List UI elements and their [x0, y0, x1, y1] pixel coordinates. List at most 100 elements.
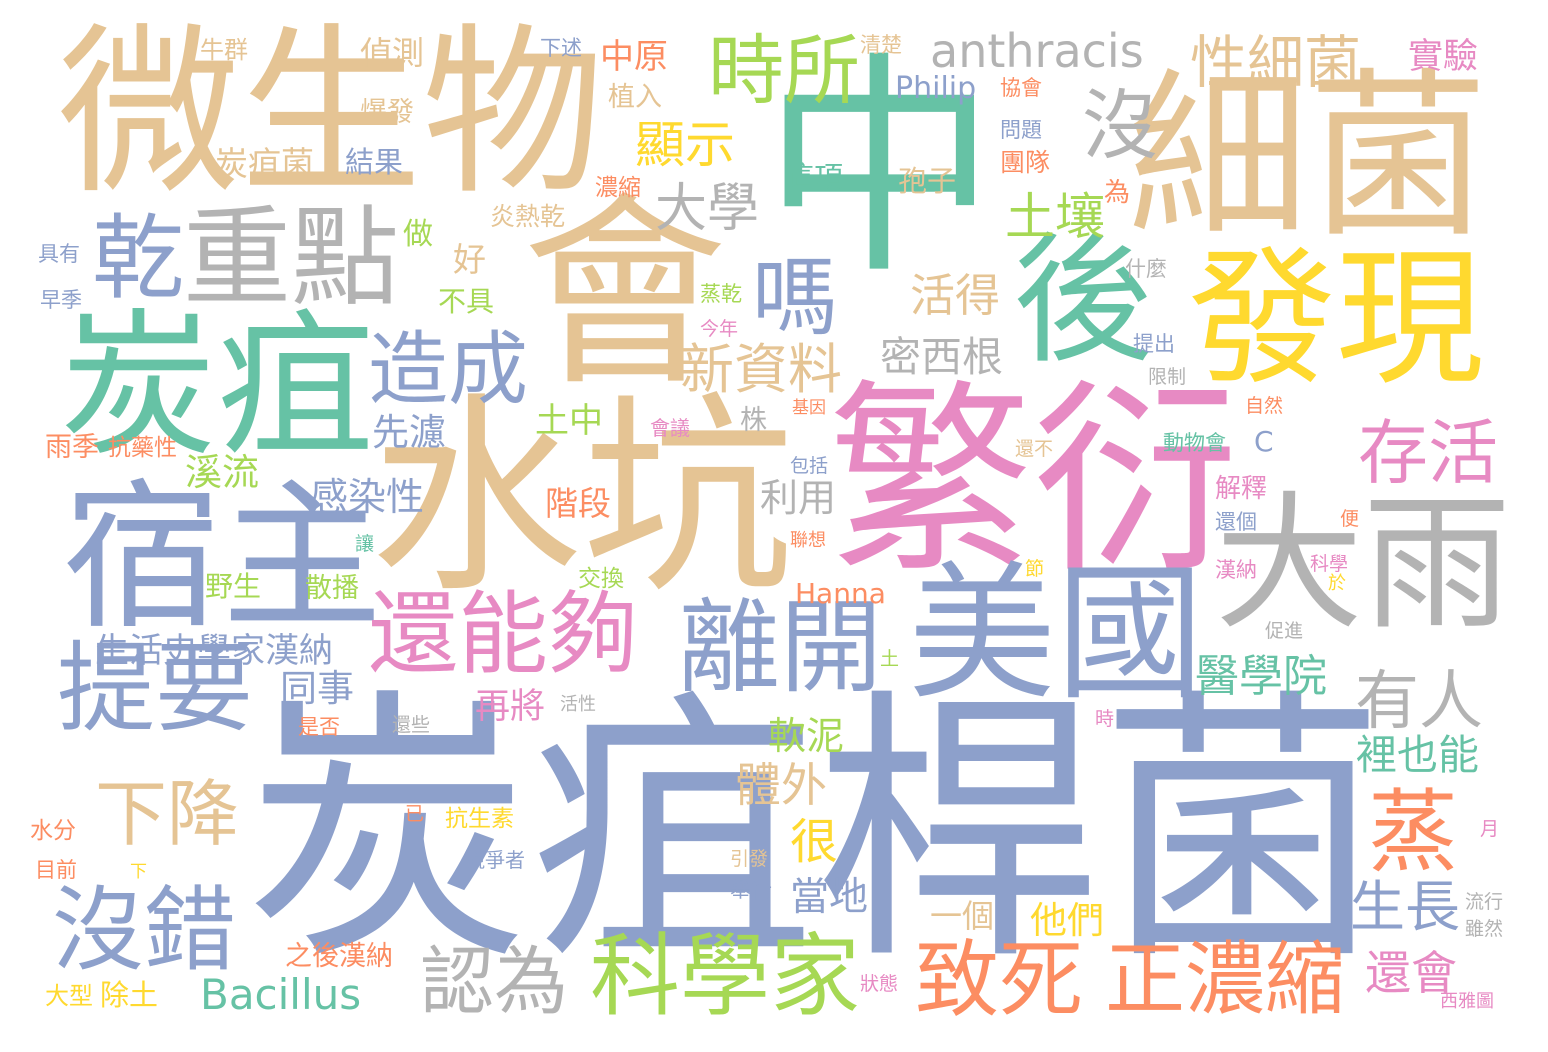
cloud-word: 株 — [740, 405, 767, 436]
cloud-word: 還能夠 — [368, 582, 638, 687]
cloud-word: 體外 — [735, 758, 827, 812]
cloud-word: 致死 — [915, 931, 1084, 1029]
cloud-word: 於 — [1328, 573, 1346, 594]
cloud-word: 有人 — [1355, 665, 1483, 739]
cloud-word: 醫學院 — [1195, 651, 1327, 702]
cloud-word: 動物會 — [1163, 431, 1226, 455]
cloud-word: 性細菌 — [1190, 30, 1361, 96]
cloud-word: 包括 — [790, 455, 829, 477]
cloud-word: 問題 — [1000, 118, 1042, 142]
cloud-word: 後 — [1013, 220, 1154, 383]
cloud-word: Philip — [895, 71, 977, 106]
cloud-word: 階段 — [545, 484, 611, 523]
cloud-word: 認為 — [420, 939, 568, 1025]
cloud-word: 狀態 — [860, 973, 899, 995]
cloud-word: 再將 — [475, 687, 546, 727]
cloud-word: 為 — [1104, 178, 1131, 208]
cloud-word: 聯想 — [790, 530, 826, 551]
cloud-word: 清楚 — [860, 33, 902, 57]
cloud-word: 發現 — [1188, 233, 1484, 405]
cloud-word: 他們 — [1030, 899, 1104, 942]
cloud-word: 微生物 — [58, 7, 604, 219]
cloud-word: 時所 — [708, 26, 860, 115]
cloud-word: 嗎 — [752, 248, 838, 348]
cloud-word: 月 — [1480, 818, 1500, 840]
cloud-word: 自然 — [1245, 395, 1284, 417]
cloud-word: 造成 — [368, 323, 528, 416]
cloud-word: 結果 — [345, 145, 404, 179]
cloud-word: 便 — [1340, 508, 1360, 530]
cloud-word: 節 — [1025, 558, 1045, 580]
cloud-word: 團隊 — [1000, 148, 1051, 177]
cloud-word: 會 — [522, 176, 727, 414]
cloud-word: 解釋 — [1215, 474, 1268, 504]
cloud-word: 什麼 — [1125, 257, 1167, 281]
cloud-word: 還不 — [1015, 438, 1054, 460]
cloud-word: 濃縮 — [595, 175, 641, 201]
cloud-word: 今年 — [700, 318, 739, 340]
cloud-word: 讓 — [355, 533, 375, 555]
cloud-word: 生長 — [1350, 875, 1461, 939]
cloud-word: 當地 — [790, 875, 869, 920]
cloud-word: 目前 — [35, 858, 77, 882]
cloud-word: 蒸乾 — [700, 282, 742, 306]
cloud-word: 一個 — [930, 897, 995, 935]
cloud-word: 散播 — [305, 573, 359, 604]
cloud-word: 活性 — [560, 694, 596, 715]
cloud-word: 感染性 — [310, 475, 425, 519]
cloud-word: 炭疽菌 — [215, 144, 314, 183]
cloud-word: 科學家 — [590, 924, 860, 1029]
cloud-word: 很 — [790, 814, 839, 870]
cloud-word: 抗藥性 — [108, 435, 177, 461]
cloud-word: 偵測 — [360, 34, 425, 72]
cloud-word: 協會 — [1000, 76, 1042, 100]
cloud-word: 限制 — [1148, 366, 1187, 388]
cloud-word: 下述 — [540, 36, 582, 60]
cloud-word: 沒錯 — [52, 877, 237, 984]
cloud-word: 西雅圖 — [1440, 991, 1494, 1012]
cloud-word: 交換 — [578, 566, 624, 592]
cloud-word: 離開 — [678, 589, 882, 708]
cloud-word: 美國 — [908, 548, 1204, 720]
cloud-word: 先濾 — [372, 411, 446, 454]
cloud-word: 新資料 — [680, 338, 842, 401]
cloud-word: 乾 — [92, 205, 185, 312]
cloud-word: 競爭者 — [465, 848, 525, 872]
cloud-word: Hanna — [795, 577, 886, 610]
cloud-word: 還會 — [1365, 946, 1457, 1000]
cloud-word: 還個 — [1215, 510, 1257, 534]
cloud-word: 孢子 — [898, 164, 957, 198]
cloud-word: 具有 — [38, 242, 80, 266]
cloud-word: 提出 — [1133, 332, 1175, 356]
cloud-word: 是否 — [298, 715, 340, 739]
cloud-word: anthracis — [930, 24, 1144, 78]
cloud-word: 舉行 — [730, 878, 772, 902]
cloud-word: 基因 — [792, 398, 826, 418]
cloud-word: Bacillus — [200, 970, 362, 1019]
cloud-word: 早季 — [40, 288, 82, 312]
cloud-word: 利用 — [760, 476, 837, 520]
cloud-word: 土壤 — [1005, 188, 1105, 246]
cloud-word: 炎熱乾 — [490, 202, 566, 231]
cloud-word: 炭疽 — [60, 295, 375, 478]
cloud-word: 牛群 — [200, 36, 248, 64]
cloud-word: 已 — [405, 803, 425, 825]
cloud-word: 引發 — [730, 848, 769, 870]
cloud-word: 繁衍 — [828, 363, 1238, 601]
cloud-word: 顯示 — [635, 116, 735, 174]
cloud-word: 之後漢納 — [285, 941, 393, 972]
cloud-word: 細菌 — [1128, 53, 1489, 262]
cloud-word: 炭疽桿菌 — [245, 666, 1385, 998]
cloud-word: 水分 — [30, 818, 76, 844]
cloud-word: 植入 — [608, 82, 662, 113]
cloud-word: 實驗 — [1408, 37, 1479, 77]
cloud-word: 裡也能 — [1356, 731, 1479, 779]
cloud-word: 土中 — [535, 401, 603, 441]
cloud-word: 溪流 — [185, 451, 259, 494]
cloud-word: 土 — [880, 648, 900, 670]
cloud-word: 密西根 — [880, 333, 1003, 381]
cloud-word: C — [1254, 425, 1274, 458]
cloud-word: 中原 — [600, 37, 668, 77]
cloud-word: 促進 — [1265, 620, 1304, 642]
